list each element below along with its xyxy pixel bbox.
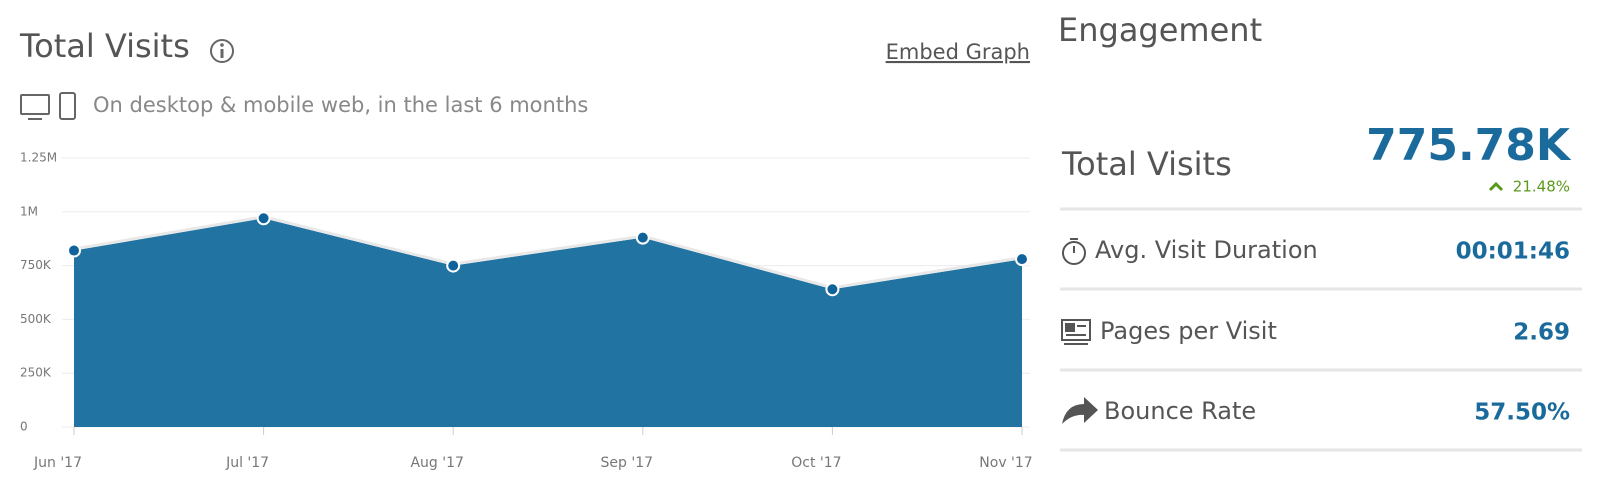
x-tick-label: Sep '17 — [601, 455, 654, 471]
total-change: 21.48% — [1513, 178, 1570, 196]
y-tick-label: 1.25M — [20, 151, 57, 165]
info-icon[interactable] — [210, 39, 234, 63]
row-value: 2.69 — [1513, 320, 1570, 346]
total-value: 775.78K — [1366, 120, 1572, 171]
x-tick-label: Aug '17 — [410, 455, 463, 471]
timer-icon — [1062, 238, 1086, 265]
total-label: Total Visits — [1061, 145, 1232, 183]
y-tick-label: 250K — [20, 366, 52, 380]
area — [74, 218, 1022, 427]
point — [446, 258, 461, 273]
separators — [1060, 207, 1582, 452]
embed-link[interactable]: Embed Graph — [886, 40, 1030, 64]
x-tick-label: Jul '17 — [225, 455, 269, 471]
point — [67, 243, 81, 258]
pages-icon — [1061, 319, 1091, 345]
row-value: 57.50% — [1474, 400, 1570, 426]
y-tick-label: 750K — [20, 258, 52, 272]
x-tick-label: Jun '17 — [33, 455, 82, 471]
y-tick-label: 0 — [20, 420, 28, 434]
point — [635, 230, 650, 245]
line — [73, 215, 1023, 290]
engagement-title: Engagement — [1058, 11, 1262, 49]
device-icons — [20, 92, 76, 120]
row-label: Pages per Visit — [1100, 317, 1277, 345]
chart-title: Total Visits — [19, 27, 190, 65]
up-arrow — [1488, 181, 1504, 192]
point — [256, 211, 271, 226]
x-tick-label: Oct '17 — [791, 455, 841, 471]
row-value: 00:01:46 — [1456, 239, 1570, 265]
row-label: Avg. Visit Duration — [1095, 236, 1318, 264]
subtitle: On desktop & mobile web, in the last 6 m… — [93, 93, 588, 117]
point — [1015, 252, 1029, 267]
y-tick-label: 500K — [20, 312, 52, 326]
y-tick-label: 1M — [20, 204, 38, 218]
bounce-icon — [1062, 397, 1098, 424]
row-label: Bounce Rate — [1104, 397, 1256, 425]
x-tick-label: Nov '17 — [979, 455, 1032, 471]
point — [825, 282, 840, 297]
